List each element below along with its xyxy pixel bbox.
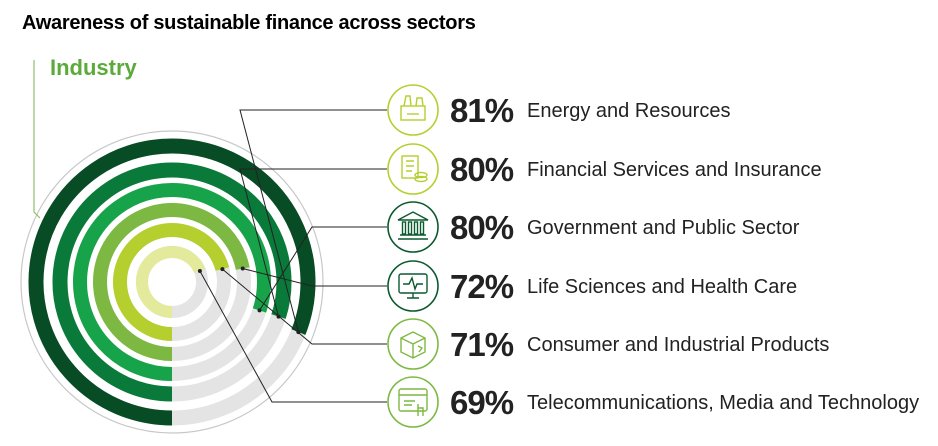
icon-circle	[387, 260, 439, 312]
package-box-icon	[400, 331, 426, 359]
leader-line-1	[239, 109, 387, 333]
legend-row-4: 72% Life Sciences and Health Care	[387, 260, 797, 312]
sector-label: Telecommunications, Media and Technology	[527, 392, 919, 414]
percent-label: 81%	[450, 92, 514, 129]
leader-dot-6	[197, 269, 202, 273]
percent-label: 72%	[450, 268, 514, 305]
leader-dot-4	[240, 266, 245, 271]
leader-line-3	[259, 226, 387, 311]
heart-monitor-icon	[398, 273, 428, 299]
percent-label: 71%	[450, 326, 514, 363]
icon-circle	[387, 201, 439, 253]
legend-row-1: 81% Energy and Resources	[387, 84, 730, 136]
percent-label: 80%	[450, 209, 514, 246]
energy-plant-icon	[400, 95, 426, 121]
legend-row-3: 80% Government and Public Sector	[387, 201, 800, 253]
sector-label: Financial Services and Insurance	[527, 159, 822, 181]
chart-subtitle: Industry	[50, 55, 137, 80]
documents-coins-icon	[401, 155, 428, 183]
percent-label: 69%	[450, 384, 514, 421]
outer-frame-circle	[20, 130, 324, 434]
ring-bar-3	[73, 183, 271, 381]
frame-lines	[20, 60, 324, 434]
icon-circle	[387, 143, 439, 195]
sector-label: Government and Public Sector	[527, 217, 800, 239]
ring-bar-5	[113, 223, 230, 341]
ring-bar-4	[93, 203, 250, 361]
icon-circle	[387, 376, 439, 428]
sector-label: Consumer and Industrial Products	[527, 334, 829, 356]
leader-dot-5	[220, 267, 225, 272]
government-building-icon	[397, 211, 429, 240]
icon-circle	[387, 84, 439, 136]
ring-bar-1	[28, 138, 316, 426]
ring-layer	[28, 138, 316, 426]
leader-line-6	[199, 270, 387, 403]
leader-dot-3	[257, 308, 262, 313]
ring-bar-6	[136, 246, 206, 318]
web-browser-icon	[398, 388, 428, 416]
subtitle-bracket-line	[33, 60, 41, 219]
legend-row-6: 69% Telecommunications, Media and Technol…	[387, 376, 919, 428]
legend-row-5: 71% Consumer and Industrial Products	[387, 318, 829, 370]
percent-label: 80%	[450, 151, 514, 188]
leader-line-2	[239, 168, 387, 317]
leader-line-4	[242, 268, 387, 287]
sector-label: Energy and Resources	[527, 100, 730, 122]
legend-row-2: 80% Financial Services and Insurance	[387, 143, 822, 195]
legend-rows: 81% Energy and Resources 80% Financial Serv…	[387, 84, 919, 428]
chart-title: Awareness of sustainable finance across …	[22, 12, 476, 34]
leader-line-5	[222, 268, 387, 345]
leader-lines	[197, 109, 387, 403]
sector-label: Life Sciences and Health Care	[527, 276, 797, 298]
